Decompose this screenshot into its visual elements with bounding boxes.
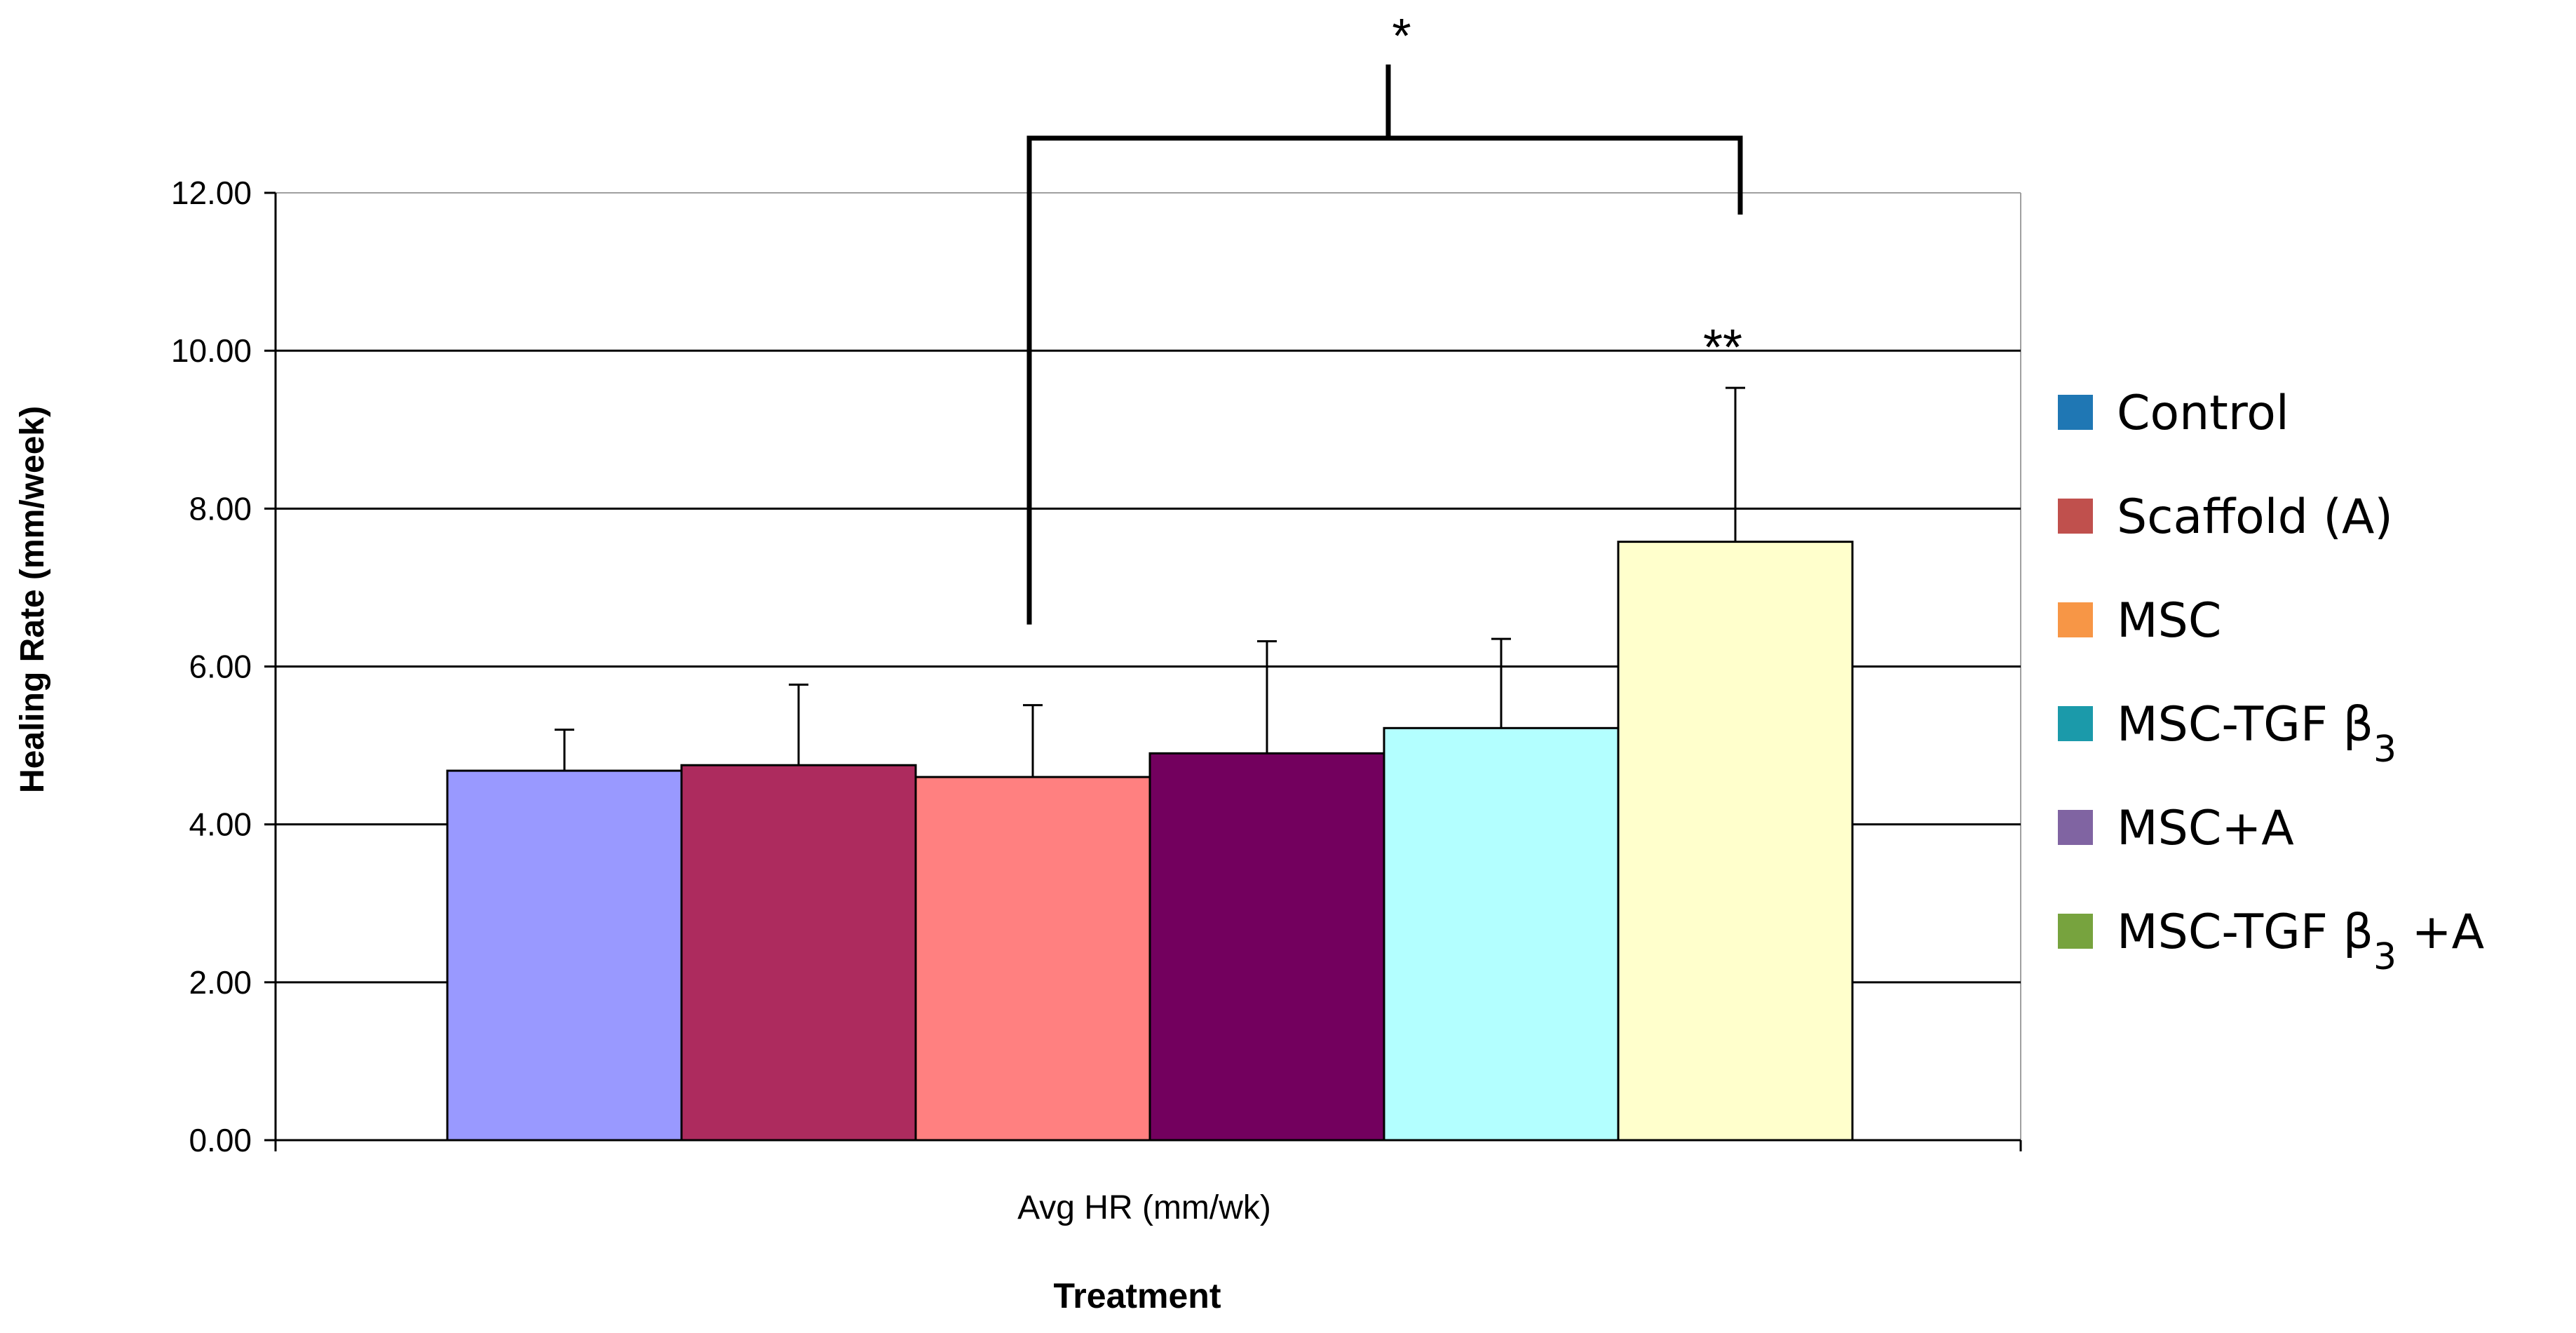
- y-tick-label: 4.00: [189, 806, 252, 843]
- bar: [1148, 752, 1385, 1142]
- significance-annotations: ***: [1026, 8, 1743, 625]
- legend-label: MSC: [2117, 593, 2221, 649]
- bar: [914, 776, 1151, 1142]
- y-tick-label: 12.00: [171, 175, 252, 211]
- legend-swatch: [2058, 602, 2093, 637]
- bar-significance-stars: **: [1703, 320, 1742, 376]
- legend-swatch: [2058, 395, 2093, 430]
- legend-label: MSC-TGF β3 +A: [2117, 905, 2484, 978]
- y-tick-label: 10.00: [171, 332, 252, 369]
- x-category-label: Avg HR (mm/wk): [1017, 1189, 1271, 1226]
- x-axis-label: Treatment: [1054, 1276, 1221, 1315]
- y-tick-label: 8.00: [189, 490, 252, 527]
- y-axis-label: Healing Rate (mm/week): [14, 406, 51, 793]
- legend-label: Scaffold (A): [2117, 489, 2393, 545]
- legend: Control Scaffold (A) MSC MSC-TGF β3 MSC+A MSC…: [2058, 386, 2484, 978]
- bar: [446, 769, 683, 1142]
- legend-swatch: [2058, 810, 2093, 845]
- y-tick-label: 6.00: [189, 649, 252, 685]
- legend-swatch: [2058, 499, 2093, 534]
- legend-label: Control: [2117, 386, 2289, 441]
- significance-star: *: [1392, 8, 1411, 63]
- legend-swatch: [2058, 706, 2093, 741]
- bar: [680, 764, 917, 1142]
- bar: [1617, 541, 1854, 1142]
- y-tick-label: 2.00: [189, 964, 252, 1001]
- significance-bracket: [1026, 135, 1743, 625]
- y-tick-label: 0.00: [189, 1122, 252, 1158]
- legend-label: MSC+A: [2117, 801, 2294, 856]
- legend-swatch: [2058, 914, 2093, 949]
- error-bars: [555, 386, 1745, 778]
- bar: [1383, 726, 1620, 1142]
- bars: [446, 541, 1854, 1142]
- legend-label: MSC-TGF β3: [2117, 697, 2397, 771]
